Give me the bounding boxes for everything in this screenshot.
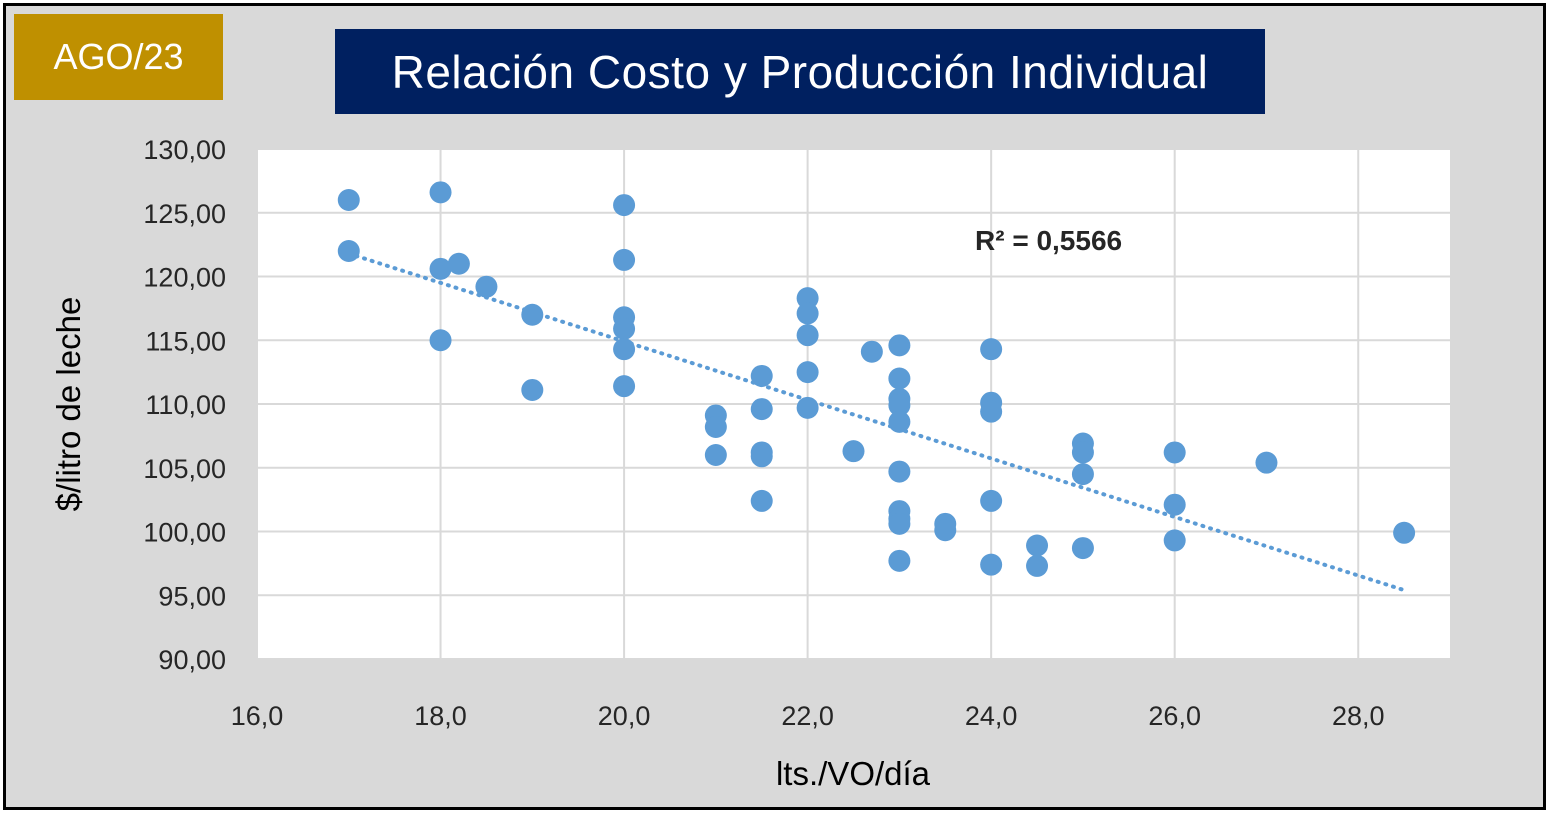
y-tick-label: 120,00 (143, 263, 226, 293)
data-point (888, 460, 911, 483)
data-point (1071, 537, 1094, 560)
data-point (980, 489, 1003, 512)
data-point (750, 398, 773, 421)
y-tick-label: 130,00 (143, 135, 226, 165)
data-point (796, 324, 819, 347)
data-point (337, 240, 360, 262)
y-tick-label: 110,00 (145, 390, 226, 420)
data-point (613, 194, 636, 217)
data-point (613, 338, 636, 361)
x-tick-label: 22,0 (781, 701, 834, 731)
data-point (1163, 529, 1186, 552)
data-point (429, 257, 452, 280)
data-point (796, 287, 819, 310)
x-tick-label: 26,0 (1148, 701, 1201, 731)
data-point (337, 189, 360, 211)
data-point (980, 338, 1003, 361)
y-tick-label: 95,00 (158, 581, 226, 611)
data-point (860, 340, 883, 363)
data-point (704, 444, 727, 466)
data-point (1255, 451, 1278, 474)
data-point (521, 378, 544, 401)
data-point (796, 302, 819, 325)
data-point (1071, 441, 1094, 464)
data-point (888, 367, 911, 390)
x-axis-ticks: 16,0 18,0 20,0 22,0 24,0 26,0 28,0 (231, 701, 1385, 731)
y-axis-ticks: 90,00 95,00 100,00 105,00 110,00 115,00 120,00… (143, 135, 226, 675)
x-tick-label: 28,0 (1332, 701, 1385, 731)
y-tick-label: 100,00 (143, 518, 226, 548)
x-axis-label: lts./VO/día (776, 755, 931, 792)
data-point (980, 400, 1003, 423)
data-point (1393, 521, 1416, 544)
data-point (447, 252, 470, 275)
data-point (613, 317, 636, 340)
data-point (888, 394, 911, 417)
x-tick-label: 16,0 (231, 701, 284, 731)
data-point (429, 181, 452, 204)
data-point (888, 549, 911, 572)
data-point (1163, 441, 1186, 464)
period-badge: AGO/23 (14, 14, 223, 100)
data-point (1026, 534, 1049, 557)
data-point (475, 275, 498, 298)
data-point (750, 489, 773, 512)
y-tick-label: 125,00 (143, 199, 226, 229)
data-points (337, 181, 1416, 577)
data-point (750, 364, 773, 387)
data-point (429, 329, 452, 352)
r-squared-annotation: R² = 0,5566 (975, 225, 1122, 256)
data-point (613, 248, 636, 271)
data-point (888, 512, 911, 535)
data-point (750, 445, 773, 468)
x-tick-label: 18,0 (414, 701, 467, 731)
data-point (888, 334, 911, 357)
y-tick-label: 105,00 (143, 454, 226, 484)
data-point (796, 396, 819, 419)
x-tick-label: 24,0 (965, 701, 1018, 731)
grid-lines (256, 148, 1450, 660)
y-axis-label: $/litro de leche (50, 297, 87, 512)
data-point (1071, 463, 1094, 486)
data-point (521, 303, 544, 326)
data-point (613, 375, 636, 398)
data-point (980, 553, 1003, 576)
data-point (842, 440, 865, 463)
chart-title: Relación Costo y Producción Individual (335, 29, 1265, 114)
data-point (1163, 493, 1186, 516)
y-tick-label: 115,00 (145, 326, 226, 356)
x-tick-label: 20,0 (598, 701, 651, 731)
data-point (888, 410, 911, 433)
data-point (1026, 554, 1049, 577)
data-point (704, 415, 727, 438)
y-tick-label: 90,00 (158, 645, 226, 675)
data-point (934, 519, 957, 542)
data-point (796, 361, 819, 384)
